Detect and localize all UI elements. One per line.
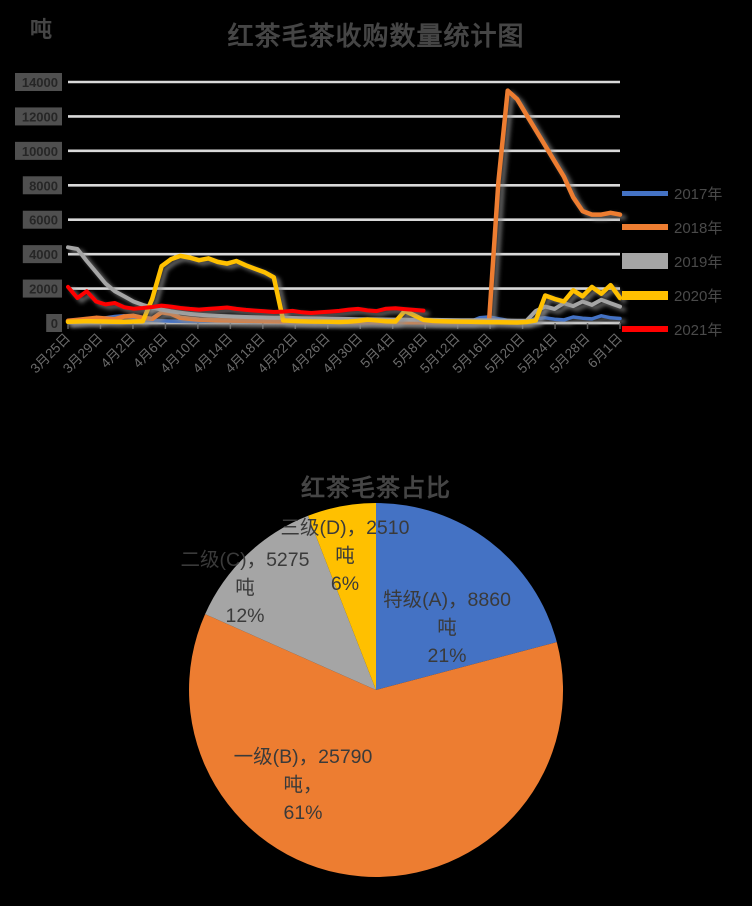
line-chart-legend: 2017年 2018年 2019年 2020年 2021年 [622,176,750,346]
legend-item[interactable]: 2021年 [622,312,750,346]
x-axis-label: 6月1日 [585,331,625,371]
legend-item[interactable]: 2019年 [622,244,750,278]
legend-label: 2018年 [674,219,723,237]
y-axis-label-box [15,73,62,91]
legend-swatch-icon [622,326,668,332]
legend-item[interactable]: 2017年 [622,176,750,210]
series-line-2021年 [66,284,426,315]
pie-label: 21% [427,645,466,667]
y-axis-label: 4000 [29,247,58,262]
pie-label: 吨 [235,577,255,599]
legend-swatch-icon [622,253,668,269]
y-axis-label-box [15,107,62,126]
y-axis-label: 14000 [22,75,58,90]
y-axis-label: 0 [51,316,58,331]
legend-item[interactable]: 2018年 [622,210,750,244]
legend-swatch-icon [622,190,668,196]
pie-slice-三级(D)[interactable] [308,503,376,690]
legend-item[interactable]: 2020年 [622,278,750,312]
pie-label: 三级(D)，2510 [281,517,410,539]
legend-swatch-icon [622,290,668,300]
legend-label: 2020年 [674,287,723,305]
legend-label: 2017年 [674,185,723,203]
y-axis-label: 6000 [29,213,58,228]
y-axis-label-box [46,314,62,332]
series-line-2020年 [65,253,623,325]
y-axis-label: 10000 [22,144,58,159]
y-axis-label: 12000 [22,109,58,124]
pie-label: 61% [283,802,322,824]
y-axis-unit-label: 吨 [30,17,53,42]
pie-label: 一级(B)，25790 [234,746,373,768]
y-axis-label: 2000 [29,282,58,297]
legend-label: 2021年 [674,321,723,339]
legend-label: 2019年 [674,253,723,271]
pie-slice-一级(B)[interactable] [189,614,564,877]
y-axis-label: 8000 [29,178,58,193]
pie-label: 吨 [335,545,355,567]
pie-slice-二级(C)[interactable] [205,515,376,690]
y-axis-label-box [22,245,62,264]
pie-label: 12% [225,605,264,627]
pie-label: 特级(A)，8860 [383,589,511,611]
legend-swatch-icon [622,224,668,230]
pie-label: 吨 [437,617,457,639]
y-axis-label-box [22,210,62,229]
pie-chart-title: 红茶毛茶占比 [301,475,451,502]
pie-slice-特级(A)[interactable] [376,503,557,690]
pie-label: 吨， [283,774,322,796]
y-axis-label-box [22,176,62,195]
y-axis-label-box [22,279,62,298]
line-chart-title: 红茶毛茶收购数量统计图 [227,21,525,51]
x-axis-label: 5月4日 [358,331,398,371]
x-axis-label: 4月2日 [98,331,138,371]
pie-label: 二级(C)，5275 [181,549,310,571]
pie-label: 6% [331,573,359,595]
series-line-2019年 [66,245,622,323]
y-axis-label-box [15,141,62,160]
